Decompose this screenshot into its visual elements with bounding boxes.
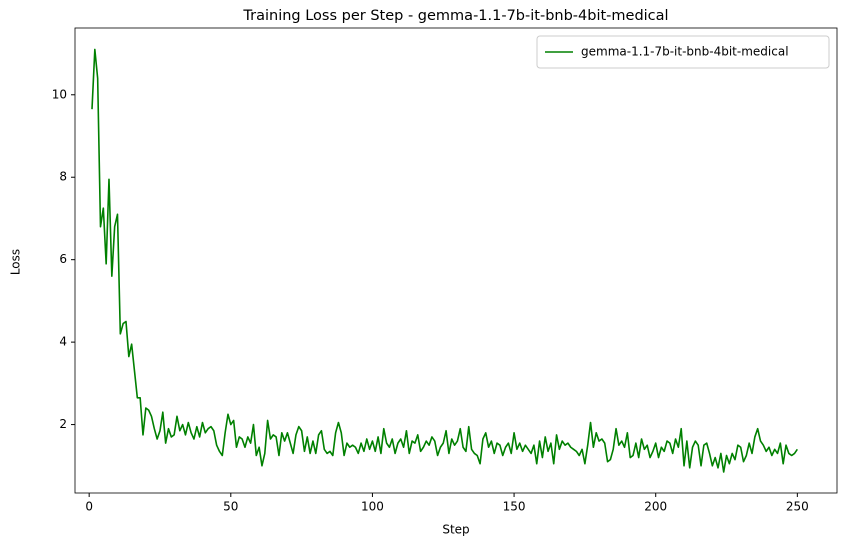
y-tick-label: 6 [59, 252, 67, 266]
y-tick-label: 8 [59, 170, 67, 184]
y-axis-label: Loss [9, 249, 23, 275]
legend-box [536, 35, 830, 69]
x-tick-label: 200 [644, 500, 667, 514]
chart-title: Training Loss per Step - gemma-1.1-7b-it… [242, 8, 668, 24]
x-tick-label: 150 [503, 500, 526, 514]
x-tick-label: 50 [223, 500, 238, 514]
y-tick-label: 10 [52, 87, 67, 101]
legend-label: gemma-1.1-7b-it-bnb-4bit-medical [581, 45, 789, 59]
data-line [91, 48, 798, 473]
x-tick-label: 0 [85, 500, 93, 514]
plot-frame [74, 27, 838, 494]
legend: gemma-1.1-7b-it-bnb-4bit-medical [536, 35, 830, 69]
x-tick-label: 100 [361, 500, 384, 514]
x-tick-label: 250 [786, 500, 809, 514]
y-tick-label: 4 [59, 335, 67, 349]
x-axis-label: Step [442, 523, 469, 537]
y-tick-label: 2 [59, 417, 67, 431]
